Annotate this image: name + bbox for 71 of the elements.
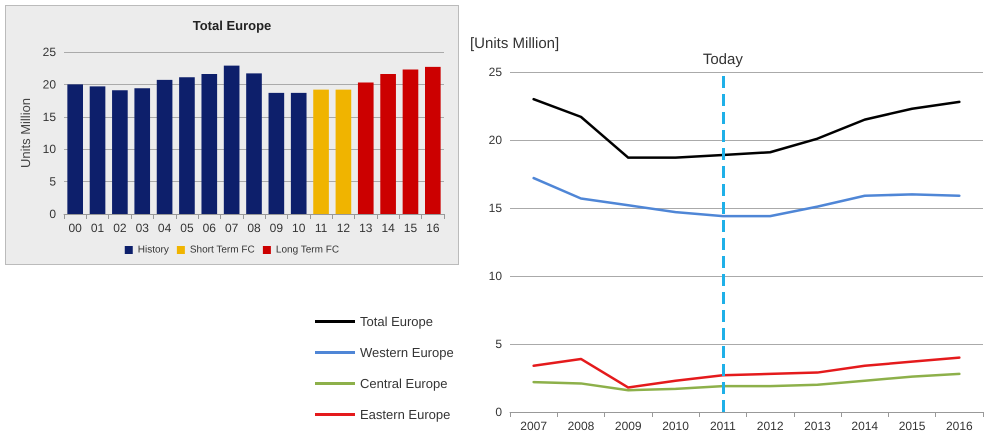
- x-tick-label: 2013: [804, 419, 832, 433]
- legend-label: Short Term FC: [190, 244, 255, 256]
- bar: [358, 82, 374, 214]
- x-tick-label: 2010: [662, 419, 690, 433]
- x-tick-label: 02: [113, 221, 127, 235]
- chart-title: Total Europe: [192, 18, 272, 33]
- legend-label: Western Europe: [360, 345, 454, 360]
- bar: [246, 73, 262, 214]
- bar: [224, 66, 240, 214]
- x-tick-label: 09: [270, 221, 284, 235]
- x-tick-label: 2016: [946, 419, 974, 433]
- y-tick-label: 5: [49, 174, 56, 189]
- y-tick-label: 25: [488, 65, 502, 79]
- x-tick-label: 2015: [898, 419, 926, 433]
- legend-label: Total Europe: [360, 314, 433, 329]
- x-tick-label: 13: [359, 221, 373, 235]
- y-tick-label: 10: [488, 269, 502, 283]
- bar: [268, 92, 284, 214]
- y-tick-label: 0: [49, 207, 56, 221]
- y-axis-title: [Units Million]: [470, 35, 560, 52]
- bar: [156, 80, 172, 214]
- line-series: [532, 176, 961, 218]
- bar: [402, 69, 418, 214]
- legend-label: Long Term FC: [276, 244, 340, 256]
- x-tick-label: 2007: [520, 419, 548, 433]
- x-tick-label: 00: [68, 221, 82, 235]
- bar: [179, 77, 195, 214]
- bar: [134, 88, 150, 214]
- bar: [380, 74, 396, 214]
- bar: [336, 90, 352, 214]
- legend-label: Eastern Europe: [360, 407, 450, 422]
- x-tick-label: 16: [426, 221, 440, 235]
- x-tick-label: 2008: [568, 419, 595, 433]
- x-tick-label: 11: [314, 221, 328, 235]
- x-tick-label: 03: [136, 221, 150, 235]
- ref-line-label: Today: [702, 51, 744, 68]
- y-tick-label: 15: [42, 110, 56, 124]
- x-tick-label: 15: [404, 221, 418, 235]
- x-tick-label: 2014: [851, 419, 878, 433]
- x-tick-label: 08: [247, 221, 261, 235]
- y-tick-label: 20: [42, 77, 56, 92]
- y-tick-label: 5: [495, 337, 502, 351]
- bar: [201, 74, 218, 214]
- x-tick-label: 10: [292, 221, 306, 235]
- y-tick-label: 25: [42, 45, 56, 59]
- x-tick-label: 2012: [756, 419, 784, 433]
- x-tick-label: 2009: [614, 419, 642, 433]
- x-tick-label: 04: [158, 221, 172, 235]
- x-tick-label: 14: [381, 221, 396, 235]
- bar: [425, 66, 441, 214]
- bar: [313, 90, 329, 214]
- y-tick-label: 0: [495, 405, 502, 419]
- bar: [90, 86, 106, 214]
- line-series: [532, 356, 961, 389]
- x-tick-label: 01: [90, 221, 105, 235]
- y-axis-title: Units Million: [18, 98, 33, 168]
- bar: [67, 84, 83, 214]
- legend-label: History: [138, 244, 169, 256]
- y-tick-label: 10: [42, 142, 56, 156]
- x-tick-label: 07: [224, 221, 239, 235]
- legend-label: Central Europe: [360, 376, 448, 391]
- bar: [290, 92, 307, 214]
- x-tick-label: 05: [180, 221, 194, 235]
- y-tick-label: 15: [488, 201, 502, 215]
- line-series: [532, 372, 961, 392]
- bar: [112, 90, 128, 214]
- line-series: [532, 98, 961, 159]
- x-tick-label: 06: [202, 221, 216, 235]
- y-tick-label: 20: [488, 133, 502, 147]
- x-tick-label: 12: [336, 221, 350, 235]
- x-tick-label: 2011: [710, 419, 736, 433]
